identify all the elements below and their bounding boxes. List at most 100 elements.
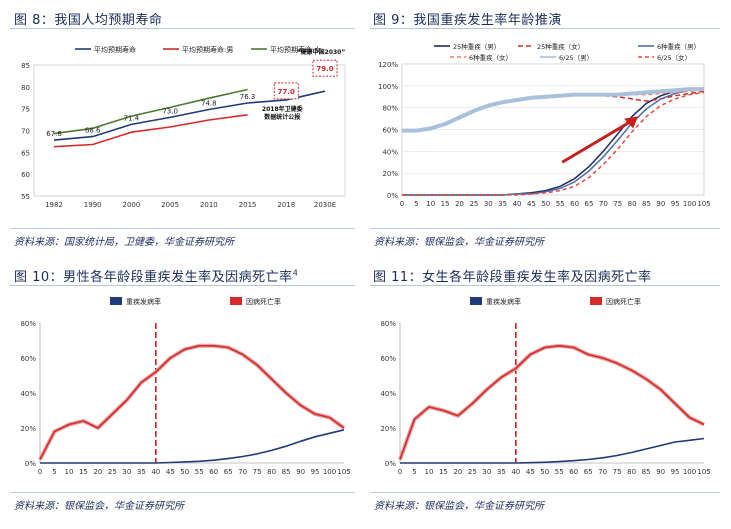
x-tick-label: 85	[642, 468, 651, 476]
legend-label: 因病死亡率	[246, 297, 281, 306]
x-tick-label: 25	[108, 468, 117, 476]
boxed-label: 77.0	[278, 88, 295, 96]
fig10-title: 图 10：男性各年龄段重疾发生率及因病死亡率4	[14, 266, 298, 285]
fig11-title-rule	[370, 285, 720, 286]
x-tick-label: 95	[671, 468, 680, 476]
x-tick-label: 80	[627, 468, 636, 476]
legend-label: 25种重疾（女）	[537, 42, 584, 51]
y-tick-label: 0%	[385, 460, 396, 468]
x-tick-label: 2005	[161, 201, 179, 209]
x-tick-label: 30	[482, 468, 491, 476]
legend-swatch	[110, 297, 122, 305]
x-tick-label: 65	[224, 468, 233, 476]
x-tick-label: 5	[52, 468, 56, 476]
y-tick-label: 40%	[380, 390, 396, 398]
data-label: 76.3	[240, 93, 256, 101]
trend-arrow-head	[624, 116, 639, 129]
x-tick-label: 95	[671, 200, 680, 208]
fig8-chart: 55 60 65 70 75 80 85 1982 1990 2000 2005 2010 2015 20…	[21, 45, 346, 209]
series-line-5	[402, 91, 705, 196]
x-tick-label: 0	[38, 468, 42, 476]
y-tick-label: 75	[21, 106, 30, 114]
y-tick-label: 20%	[20, 425, 36, 433]
fig10-bottom-rule	[10, 492, 355, 493]
x-tick-label: 45	[526, 468, 535, 476]
legend-swatch	[230, 297, 242, 305]
x-tick-label: 5	[414, 200, 418, 208]
boxed-label: 79.0	[316, 65, 333, 73]
fig9-chart: 0% 20% 40% 60% 80% 100% 120% 0 5 10 15 20 25 30 35 40 45…	[378, 42, 711, 208]
x-tick-label: 55	[195, 468, 204, 476]
x-tick-label: 90	[296, 468, 305, 476]
trend-arrow-shaft	[561, 119, 633, 164]
legend-label: 重疾发病率	[126, 297, 161, 306]
x-tick-label: 105	[337, 468, 350, 476]
x-tick-label: 5	[412, 468, 416, 476]
x-tick-label: 100	[683, 468, 696, 476]
annotation-healthy-china: “健康中国2030”	[297, 48, 346, 56]
fig11-title: 图 11：女生各年龄段重疾发生率及因病死亡率	[373, 270, 652, 285]
x-tick-label: 15	[79, 468, 88, 476]
series-shadow-1	[398, 343, 705, 461]
y-tick-label: 20%	[380, 425, 396, 433]
x-tick-label: 2018	[277, 201, 295, 209]
y-tick-label: 80	[21, 84, 30, 92]
x-tick-label: 100	[683, 200, 696, 208]
y-tick-label: 0%	[387, 192, 398, 200]
x-tick-label: 75	[613, 468, 622, 476]
x-tick-label: 35	[497, 468, 506, 476]
fig11-chart: 0% 20% 40% 60% 80% 0 5 10 15 20 25 30 35 40 45 50 55 60 65…	[380, 297, 711, 476]
x-tick-label: 0	[400, 200, 404, 208]
x-tick-label: 70	[598, 468, 607, 476]
fig10-title-text: 图 10：男性各年龄段重疾发生率及因病死亡率	[14, 270, 293, 285]
x-tick-label: 10	[424, 468, 433, 476]
y-tick-label: 40%	[20, 390, 36, 398]
data-label: 67.8	[46, 130, 62, 138]
x-tick-label: 40	[513, 200, 522, 208]
y-tick-label: 40%	[382, 148, 398, 156]
fig8-title-rule	[10, 28, 355, 29]
x-tick-label: 45	[166, 468, 175, 476]
x-tick-label: 105	[697, 468, 710, 476]
fig9-title: 图 9：我国重疾发生率年龄推演	[373, 13, 562, 28]
data-label: 71.4	[124, 114, 140, 122]
fig9-source: 资料来源：银保监会，华金证券研究所	[374, 237, 544, 248]
x-tick-label: 95	[311, 468, 320, 476]
legend-swatch	[590, 297, 602, 305]
x-tick-label: 55	[556, 200, 565, 208]
fig8-source: 资料来源：国家统计局，卫健委，华金证券研究所	[14, 237, 234, 248]
x-tick-label: 80	[628, 200, 637, 208]
fig11-source: 资料来源：银保监会，华金证券研究所	[374, 501, 544, 512]
x-tick-label: 30	[484, 200, 493, 208]
y-tick-label: 80%	[380, 320, 396, 328]
x-tick-label: 60	[570, 200, 579, 208]
boxed-label-frame	[273, 82, 299, 100]
x-tick-label: 50	[540, 468, 549, 476]
x-tick-label: 20	[455, 200, 464, 208]
y-tick-label: 20%	[382, 170, 398, 178]
fig10-chart: 0% 20% 40% 60% 80% 0 5 10 15 20 25 30 35 40 45 50 55 60 65…	[20, 297, 351, 476]
data-label: 68.6	[85, 127, 101, 135]
x-tick-label: 2015	[239, 201, 257, 209]
fig10-title-sup: 4	[292, 268, 299, 278]
x-tick-label: 2030E	[314, 201, 336, 209]
series-line-1	[53, 114, 248, 148]
legend-label: 因病死亡率	[606, 297, 641, 306]
x-tick-label: 65	[584, 468, 593, 476]
x-tick-label: 45	[527, 200, 536, 208]
x-tick-label: 75	[613, 200, 622, 208]
y-tick-label: 80%	[20, 320, 36, 328]
y-tick-label: 100%	[378, 83, 398, 91]
x-tick-label: 20	[453, 468, 462, 476]
series-line-4	[402, 87, 704, 133]
legend-label: 6/25（女）	[657, 53, 691, 62]
y-tick-label: 80%	[382, 105, 398, 113]
x-tick-label: 10	[426, 200, 435, 208]
legend-label: 重疾发病率	[486, 297, 521, 306]
y-tick-label: 120%	[378, 61, 398, 69]
x-tick-label: 2010	[200, 201, 218, 209]
x-tick-label: 75	[253, 468, 262, 476]
y-tick-label: 60%	[382, 127, 398, 135]
series-line-0	[40, 429, 345, 464]
y-tick-label: 85	[21, 62, 30, 70]
